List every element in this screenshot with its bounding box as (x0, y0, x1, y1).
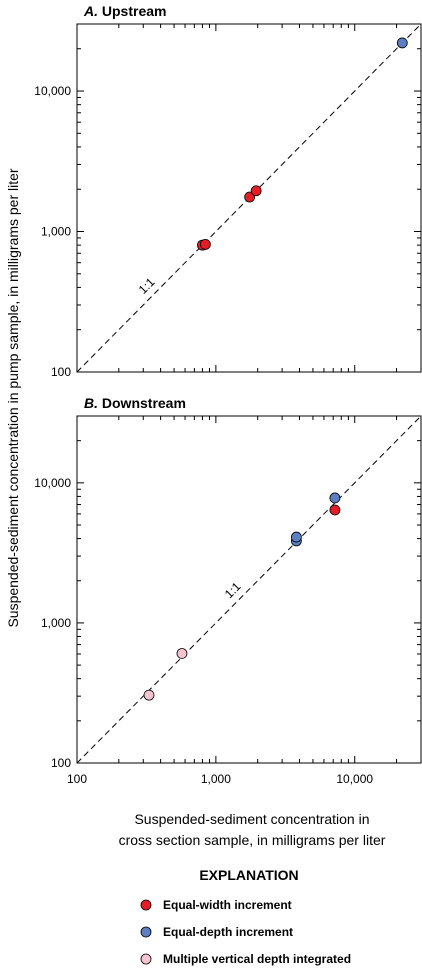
y-tick-label-a: 100 (51, 365, 71, 379)
point-equal-depth-increment-a (396, 37, 408, 49)
legend-label-equal-width: Equal-width increment (163, 898, 292, 912)
point-equal-depth-increment-b (290, 531, 302, 543)
point-equal-depth-increment-b (329, 492, 341, 504)
plot-frame-b (76, 415, 422, 764)
legend-marker-equal-depth (140, 926, 152, 938)
x-axis-label-line-2: cross section sample, in milligrams per … (119, 832, 386, 848)
point-equal-width-increment-a (244, 191, 256, 203)
legend: EXPLANATION Equal-width increment Equal-… (140, 867, 351, 966)
x-tick-label: 10,000 (336, 772, 373, 786)
legend-marker-equal-width (140, 899, 152, 911)
y-tick-label-a: 10,000 (34, 84, 71, 98)
point-equal-width-increment-a (199, 238, 211, 250)
x-tick-label: 100 (67, 772, 87, 786)
point-multiple-vertical-depth-integrated-b (176, 648, 188, 659)
panel-a-title: A. Upstream (83, 3, 166, 19)
panel-b-title: B. Downstream (84, 395, 186, 411)
point-multiple-vertical-depth-integrated-b (143, 689, 155, 701)
plot-frame-a (76, 23, 422, 373)
y-tick-label-b: 100 (51, 756, 71, 770)
point-equal-width-increment-b (329, 504, 341, 516)
legend-marker-multiple-vertical (140, 953, 152, 965)
legend-label-multiple-vertical: Multiple vertical depth integrated (163, 952, 351, 966)
one-to-one-line-b (76, 415, 422, 764)
legend-title: EXPLANATION (199, 867, 298, 883)
legend-label-equal-depth: Equal-depth increment (163, 925, 293, 939)
y-tick-label-b: 10,000 (34, 476, 71, 490)
y-tick-label-b: 1,000 (41, 616, 71, 630)
y-axis-label: Suspended-sediment concentration in pump… (5, 168, 21, 627)
x-axis-label-line-1: Suspended-sediment concentration in (134, 811, 369, 827)
x-tick-label: 1,000 (201, 772, 231, 786)
y-tick-label-a: 1,000 (41, 225, 71, 239)
point-equal-width-increment-a (250, 185, 262, 197)
